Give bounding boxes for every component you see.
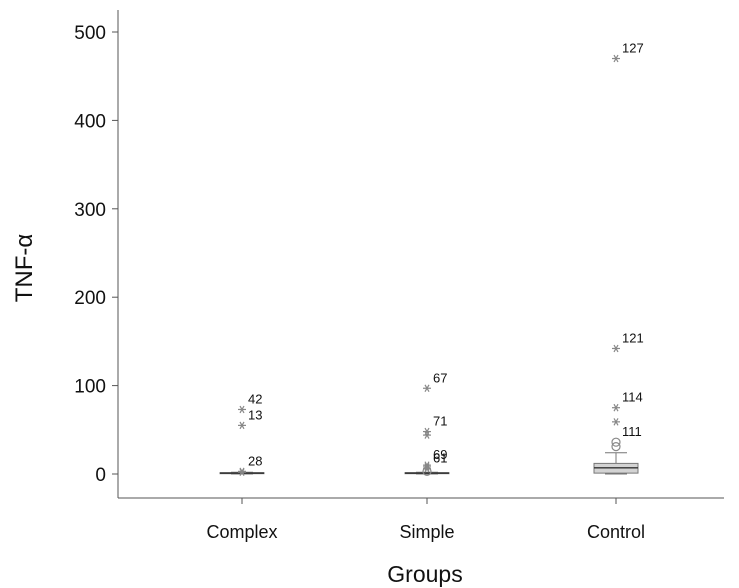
x-axis-title: Groups — [387, 561, 462, 587]
y-tick-label: 400 — [74, 111, 106, 132]
outlier-id-label: 42 — [248, 391, 262, 406]
y-tick-label: 200 — [74, 288, 106, 309]
x-tick-label: Control — [587, 522, 645, 542]
outlier-id-label: 61 — [433, 451, 447, 466]
axes-group: 0 100 200 300 400 500 Complex Simple Control — [74, 10, 724, 542]
outlier-star — [612, 403, 620, 412]
outlier-star — [612, 418, 620, 426]
outlier-id-label: 67 — [433, 370, 447, 385]
y-tick-label: 0 — [95, 465, 106, 486]
outlier-circle — [422, 466, 432, 476]
outlier-id-label: 114 — [622, 390, 643, 405]
outlier-circle — [611, 437, 621, 447]
y-tick-label: 100 — [74, 377, 106, 398]
outlier-star — [612, 344, 620, 353]
outlier-id-label: 28 — [248, 453, 262, 468]
outlier-star — [423, 427, 431, 436]
outlier-star — [238, 421, 246, 430]
outlier-id-label: 71 — [433, 414, 447, 429]
x-tick-label: Simple — [399, 522, 454, 542]
outlier-star — [423, 384, 431, 393]
outlier-id-label: 13 — [248, 407, 262, 422]
outlier-id-label: 69 — [433, 447, 447, 462]
outlier-id-label: 121 — [622, 330, 644, 345]
y-tick-label: 300 — [74, 200, 106, 221]
x-tick-label: Complex — [206, 522, 277, 542]
outlier-id-label: 111 — [622, 424, 642, 439]
outlier-star — [238, 405, 246, 414]
y-axis-title: TNF-α — [11, 234, 38, 303]
outlier-star — [612, 54, 620, 63]
outlier-id-label: 127 — [622, 41, 644, 56]
outlier-star — [423, 464, 431, 473]
outlier-circle — [611, 441, 621, 452]
outlier-star — [238, 467, 246, 476]
boxes-group — [219, 452, 639, 475]
y-tick-label: 500 — [74, 23, 106, 44]
